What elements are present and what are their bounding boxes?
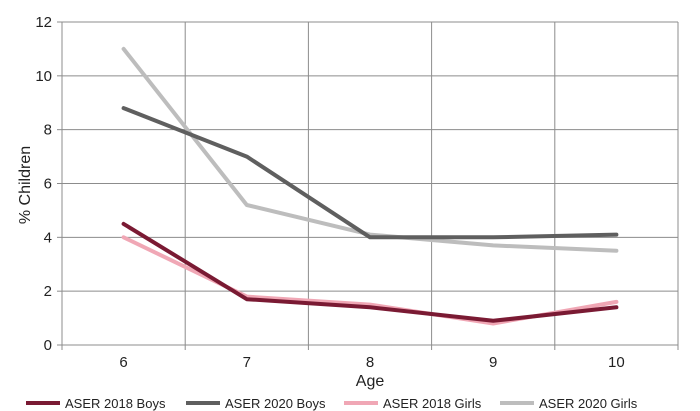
y-tick-label: 2 (44, 283, 52, 300)
y-tick-label: 6 (44, 176, 52, 193)
x-tick-labels: 6 7 8 9 10 (119, 354, 624, 371)
series-line-aser-2018-boys (121, 221, 619, 323)
x-tick-label: 6 (119, 354, 127, 371)
x-axis-label: Age (356, 373, 385, 390)
legend: ASER 2018 Boys ASER 2020 Boys ASER 2018 Gi… (26, 396, 638, 411)
legend-label: ASER 2020 Boys (225, 396, 326, 411)
y-tick-label: 10 (35, 68, 52, 85)
x-tick-label: 7 (243, 354, 251, 371)
y-axis-label: % Children (17, 146, 34, 224)
legend-label: ASER 2018 Boys (65, 396, 166, 411)
x-tick-label: 10 (608, 354, 625, 371)
x-tick-label: 9 (489, 354, 497, 371)
series-line-aser-2020-boys (121, 106, 619, 240)
series-line-aser-2020-girls (121, 46, 619, 253)
y-tick-labels: 0 2 4 6 8 10 12 (35, 14, 52, 354)
y-tick-label: 4 (44, 229, 52, 246)
legend-label: ASER 2018 Girls (383, 396, 482, 411)
y-tick-label: 0 (44, 337, 52, 354)
legend-label: ASER 2020 Girls (539, 396, 638, 411)
y-tick-label: 12 (35, 14, 52, 31)
series-lines (121, 46, 619, 326)
y-tick-label: 8 (44, 122, 52, 139)
x-tick-label: 8 (366, 354, 374, 371)
